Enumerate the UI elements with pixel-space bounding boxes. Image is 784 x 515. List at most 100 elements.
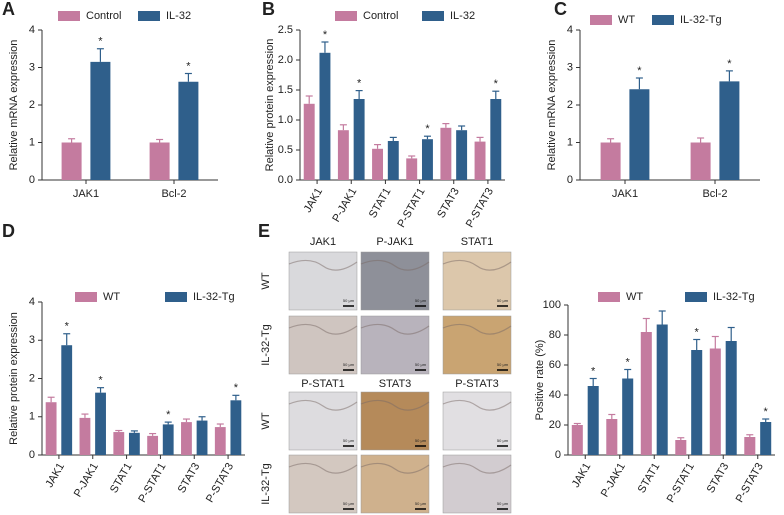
column-label: P-STAT3 [455, 378, 499, 390]
error-bar [149, 432, 157, 436]
error-bar [389, 136, 397, 141]
column-label: STAT3 [379, 378, 412, 390]
legend-label: WT [103, 291, 120, 303]
error-bar [305, 95, 313, 104]
bar [196, 420, 208, 455]
error-bar [677, 437, 685, 440]
error-bar [68, 138, 76, 143]
error-bar [81, 413, 89, 418]
error-bar [476, 136, 484, 142]
error-bar [96, 48, 104, 62]
error-bar [607, 138, 615, 143]
micrograph [442, 251, 512, 311]
bar [230, 400, 242, 455]
y-tick-label: 80 [549, 329, 561, 341]
x-tick-label: P-STAT3 [464, 186, 496, 230]
panel-label: A [2, 0, 15, 19]
legend-label: IL-32 [450, 10, 475, 22]
micrograph [288, 391, 358, 451]
significance-mark: * [98, 375, 103, 387]
error-bar [198, 416, 206, 421]
x-tick-label: Bcl-2 [702, 188, 727, 200]
x-tick-label: STAT1 [108, 461, 135, 495]
error-bar [184, 72, 192, 82]
x-tick-label: P-STAT1 [396, 186, 428, 230]
y-tick-label: 2.5 [278, 24, 293, 36]
scale-bar-label: 50 μm [415, 438, 427, 443]
error-bar [115, 429, 123, 433]
significance-mark: * [357, 78, 362, 90]
tissue-texture [442, 399, 512, 411]
scale-bar-label: 50 μm [497, 438, 509, 443]
bar [162, 424, 174, 455]
bar [760, 422, 772, 455]
bar [181, 422, 192, 455]
micrograph [288, 454, 358, 514]
legend-swatch [422, 11, 444, 21]
tissue-texture [360, 259, 430, 271]
y-tick-label: 1.5 [278, 84, 293, 96]
scale-bar-label: 50 μm [415, 298, 427, 303]
bar [353, 99, 365, 180]
error-bar [47, 396, 55, 403]
x-tick-label: STAT1 [636, 461, 663, 495]
bar [319, 52, 331, 180]
significance-mark: * [98, 36, 103, 48]
legend-swatch [75, 292, 97, 302]
x-tick-label: STAT3 [705, 461, 732, 495]
y-tick-label: 40 [549, 389, 561, 401]
y-tick-label: 3 [29, 61, 35, 73]
bar [656, 324, 668, 455]
bar [45, 402, 57, 455]
legend-label: IL-32 [166, 10, 191, 22]
bar [606, 419, 618, 455]
y-axis-label: Relative protein expression [8, 312, 20, 445]
y-tick-label: 2.0 [278, 54, 293, 66]
x-tick-label: P-JAK1 [330, 186, 359, 224]
micrograph [442, 315, 512, 375]
y-tick-label: 4 [29, 24, 35, 36]
bar [95, 392, 106, 455]
legend-label: Control [363, 10, 398, 22]
bar [214, 427, 226, 455]
x-tick-label: JAK1 [570, 461, 594, 490]
scale-bar-label: 50 μm [343, 438, 355, 443]
row-label: WT [260, 412, 272, 429]
micrograph [442, 391, 512, 451]
tissue-texture [442, 462, 512, 474]
y-tick-label: 2 [567, 99, 573, 111]
error-bar [339, 124, 347, 131]
x-tick-label: P-STAT1 [665, 461, 697, 505]
error-bar [727, 326, 735, 341]
error-bar [693, 338, 701, 350]
column-label: P-STAT1 [301, 378, 345, 390]
bar [622, 378, 634, 455]
y-tick-label: 0 [555, 449, 561, 461]
significance-mark: * [764, 406, 769, 418]
panel-label: E [258, 221, 270, 241]
bar [128, 432, 140, 455]
tissue-texture [288, 399, 358, 411]
legend-swatch [58, 11, 80, 21]
significance-mark: * [323, 29, 328, 41]
scale-bar-label: 50 μm [497, 298, 509, 303]
tissue-texture [360, 323, 430, 335]
error-bar [182, 418, 190, 423]
legend-swatch [138, 11, 160, 21]
bar [675, 440, 687, 455]
y-tick-label: 60 [549, 359, 561, 371]
bar [337, 130, 349, 180]
legend-swatch [598, 292, 620, 302]
column-label: JAK1 [310, 236, 336, 248]
bar [440, 127, 452, 180]
scale-bar-label: 50 μm [497, 362, 509, 367]
tissue-texture [288, 259, 358, 271]
bar [709, 348, 721, 455]
bar [387, 141, 399, 180]
bar [147, 435, 159, 455]
error-bar [658, 310, 666, 325]
bar [587, 386, 599, 455]
error-bar [697, 137, 705, 143]
error-bar [442, 122, 450, 128]
error-bar [97, 387, 105, 393]
